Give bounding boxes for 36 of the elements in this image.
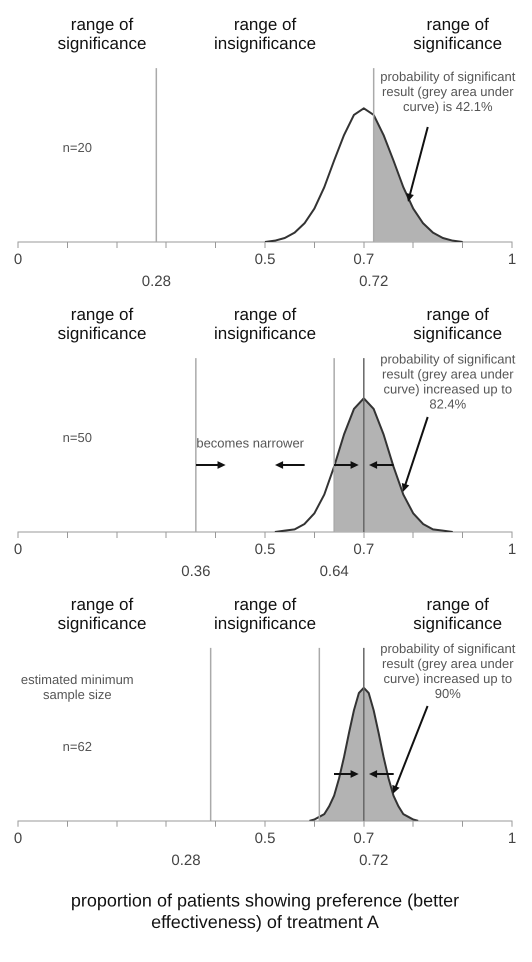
x-tick-label: 1 (508, 251, 516, 268)
annotation: n=20 (62, 140, 92, 155)
ref-line-label: 0.72 (359, 273, 388, 290)
x-tick-label: 1 (508, 830, 516, 847)
ref-line-label: 0.64 (320, 563, 349, 580)
x-tick-label: 0.5 (254, 830, 276, 847)
x-tick-label: 0.7 (353, 830, 374, 847)
x-tick-label: 1 (508, 541, 516, 558)
ref-line-label: 0.36 (181, 563, 210, 580)
annotation: n=62 (62, 739, 92, 754)
annotation: probability of significant result (grey area under curve) increased up to 90% (380, 640, 516, 701)
x-axis-title: proportion of patients showing preference (better effectiveness) of treatment A (70, 890, 460, 932)
x-tick-label: 0.5 (254, 251, 276, 268)
x-tick-label: 0 (14, 541, 22, 558)
text: 0.28 (171, 852, 201, 869)
x-tick-label: 0 (14, 830, 22, 847)
text: range of significance (413, 14, 502, 53)
annotation: estimated minimum sample size (20, 672, 134, 702)
text: range of significance (58, 304, 146, 343)
text: range of insignificance (214, 14, 316, 53)
text: range of insignificance (214, 594, 316, 633)
annotation: probability of significant result (grey area under curve) increased up to 82.4% (380, 351, 516, 412)
annotation: becomes narrower (196, 435, 305, 450)
text: range of significance (413, 594, 502, 633)
x-tick-label: 0.7 (353, 541, 374, 558)
text: range of significance (413, 304, 502, 343)
x-tick-label: 0.5 (254, 541, 276, 558)
x-tick-label: 0 (14, 251, 22, 268)
text: range of significance (58, 14, 146, 53)
text: range of significance (58, 594, 146, 633)
text: 0.72 (359, 852, 388, 869)
annotation: probability of significant result (grey area under curve) is 42.1% (380, 68, 516, 114)
x-tick-label: 0.7 (353, 251, 374, 268)
annotation: n=50 (62, 430, 92, 445)
text: range of insignificance (214, 304, 316, 343)
ref-line-label: 0.28 (142, 273, 171, 290)
